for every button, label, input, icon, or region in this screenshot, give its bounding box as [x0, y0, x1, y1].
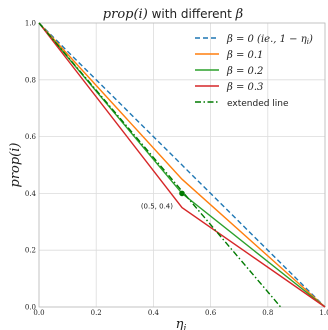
legend-label-part: β = 0 ( [226, 34, 262, 45]
chart-title-middle: with different [148, 7, 236, 21]
y-tick-labels: 0.0 0.2 0.4 0.6 0.8 1.0 [25, 20, 37, 312]
series-line-3 [38, 22, 326, 308]
legend-label-4: extended line [227, 99, 289, 109]
x-tick-labels: 0.0 0.2 0.4 0.6 0.8 1.0 [33, 309, 328, 317]
x-axis-label: ηi [176, 317, 187, 330]
series-lines [38, 22, 326, 308]
highlight-point-group: (0.5, 0.4) [141, 190, 185, 210]
x-tick-label: 0.6 [205, 309, 217, 317]
x-axis-label-sub: i [183, 324, 186, 330]
legend-label-part: , 1 − η [273, 34, 306, 45]
highlight-point [179, 190, 185, 197]
legend-label-2: β = 0.2 [226, 66, 263, 77]
x-tick-label: 1.0 [319, 309, 328, 317]
y-axis-label: prop(i) [8, 143, 23, 188]
legend-label-sub: i [307, 38, 309, 46]
x-tick-label: 0.8 [262, 309, 273, 317]
chart-title-left: prop(i) [103, 7, 148, 22]
chart-title-right: β [235, 7, 244, 22]
series-line-0 [38, 22, 326, 308]
chart-title: prop(i) with different β [103, 7, 243, 22]
point-label: (0.5, 0.4) [141, 202, 173, 210]
y-tick-label: 0.4 [25, 190, 37, 198]
y-tick-label: 0.0 [25, 304, 36, 312]
x-axis-label-main: η [176, 317, 184, 330]
x-tick-label: 0.0 [33, 309, 44, 317]
series-line-1 [38, 22, 326, 308]
y-tick-label: 0.2 [25, 247, 36, 255]
x-tick-label: 0.2 [91, 309, 102, 317]
legend: β = 0 (ie., 1 − ηi) β = 0.1 β = 0.2 β = 0.3… [195, 34, 313, 109]
legend-label-1: β = 0.1 [226, 50, 263, 61]
legend-label-3: β = 0.3 [226, 82, 263, 93]
x-tick-label: 0.4 [148, 309, 160, 317]
y-tick-label: 0.8 [25, 76, 36, 84]
plot-frame [38, 22, 326, 308]
legend-label-part: ) [308, 34, 313, 45]
y-tick-label: 0.6 [25, 133, 37, 141]
legend-label-part: ie. [261, 34, 273, 45]
legend-label-0: β = 0 (ie., 1 − ηi) [226, 34, 313, 46]
y-tick-label: 1.0 [25, 20, 36, 28]
